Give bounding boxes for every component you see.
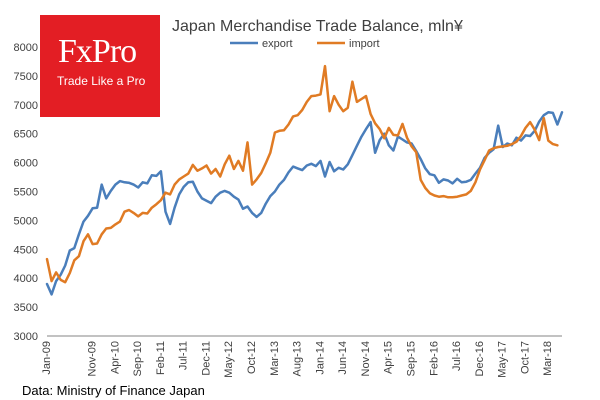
series-line-export xyxy=(45,111,564,296)
x-tick-label: Mar-18 xyxy=(542,341,554,376)
y-tick-label: 3500 xyxy=(14,302,38,314)
x-tick-label: Jun-14 xyxy=(337,341,349,375)
y-tick-label: 6000 xyxy=(14,158,38,170)
y-tick-label: 5000 xyxy=(14,215,38,227)
y-tick-label: 5500 xyxy=(14,187,38,199)
y-tick-label: 8000 xyxy=(14,42,38,54)
x-tick-label: May-17 xyxy=(497,341,509,378)
x-tick-label: Dec-16 xyxy=(474,341,486,376)
x-tick-label: Sep-10 xyxy=(132,341,144,376)
x-tick-label: Nov-14 xyxy=(360,341,372,376)
series-line-import xyxy=(45,64,559,284)
series-layer xyxy=(45,64,564,296)
x-tick-label: Oct-12 xyxy=(246,341,258,374)
y-tick-label: 4000 xyxy=(14,273,38,285)
x-tick-label: Aug-13 xyxy=(292,341,304,376)
logo-tagline: Trade Like a Pro xyxy=(57,74,146,88)
x-tick-label: May-12 xyxy=(223,341,235,378)
x-tick-label: Jul-11 xyxy=(178,341,190,370)
x-tick-label: Mar-13 xyxy=(269,341,281,376)
x-tick-label: Dec-11 xyxy=(200,341,212,376)
y-tick-label: 3000 xyxy=(14,331,38,343)
x-tick-label: Sep-15 xyxy=(406,341,418,376)
x-tick-label: Jul-16 xyxy=(451,341,463,371)
y-tick-label: 7000 xyxy=(14,100,38,112)
legend: export import xyxy=(230,38,380,50)
y-tick-label: 4500 xyxy=(14,244,38,256)
x-tick-label: Oct-17 xyxy=(519,341,531,374)
legend-label-export: export xyxy=(262,38,293,50)
x-tick-label: Feb-16 xyxy=(428,341,440,376)
logo-name: FxPro xyxy=(58,33,137,70)
source-note: Data: Ministry of Finance Japan xyxy=(22,383,205,398)
x-tick-label: Nov-09 xyxy=(86,341,98,376)
x-axis: Jan-09 Nov-09 Apr-10 Sep-10 Feb-11 Jul-11 Dec-… xyxy=(41,335,562,378)
x-tick-label: Jan-14 xyxy=(314,341,326,375)
x-tick-label: Jan-09 xyxy=(41,341,53,375)
fxpro-logo: FxPro Trade Like a Pro xyxy=(40,15,160,117)
x-tick-label: Feb-11 xyxy=(155,341,167,375)
x-tick-label: Apr-10 xyxy=(109,341,121,374)
y-tick-label: 6500 xyxy=(14,129,38,141)
y-tick-label: 7500 xyxy=(14,71,38,83)
legend-label-import: import xyxy=(349,38,380,50)
x-tick-label: Apr-15 xyxy=(383,341,395,374)
y-axis: 3000 3500 4000 4500 5000 5500 6000 6500 7000 7500… xyxy=(14,42,38,343)
chart-title: Japan Merchandise Trade Balance, mln¥ xyxy=(172,18,463,35)
